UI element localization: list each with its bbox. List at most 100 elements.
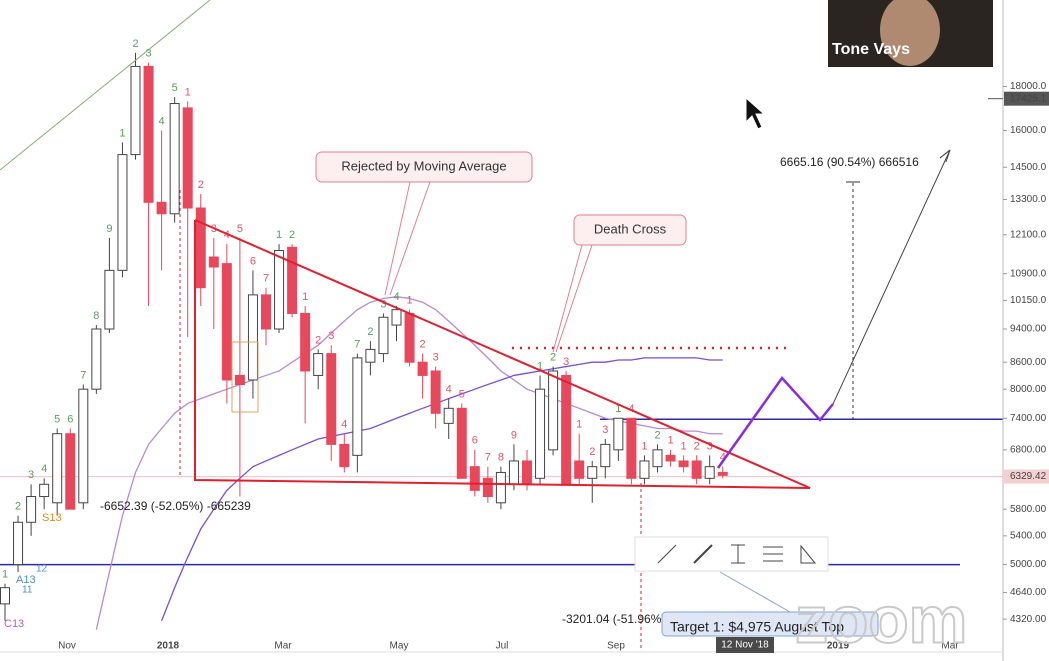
x-tick-label: Mar: [941, 641, 959, 652]
y-tick-label: 8600.00: [1010, 357, 1047, 368]
td-count: 9: [106, 223, 112, 235]
td-count: 9: [511, 429, 517, 441]
td-count: 1: [537, 360, 543, 372]
candle-body: [261, 294, 271, 330]
y-tick-label: 10900.0: [1010, 268, 1047, 279]
candle-body: [665, 454, 676, 462]
td-count: 4: [159, 115, 165, 127]
y-tick-label: 6800.00: [1010, 444, 1047, 455]
y-tick-label: 4640.00: [1010, 587, 1047, 598]
y-tick-label: 5400.00: [1010, 530, 1047, 541]
candle-body: [234, 374, 245, 386]
marker: 11: [22, 585, 33, 596]
y-tick-label: 9400.00: [1010, 324, 1047, 335]
candle-body: [339, 443, 350, 468]
y-tick-label: 18000.0: [1010, 81, 1047, 92]
x-tick-label: Jul: [496, 641, 509, 652]
arrow-head: [945, 149, 951, 163]
y-tick-label: 5000.00: [1010, 559, 1047, 570]
candle-body: [587, 466, 598, 479]
candle-body: [378, 316, 389, 355]
tool-arrow[interactable]: [693, 544, 713, 564]
marker: S13: [42, 512, 62, 524]
candle-body: [326, 353, 337, 445]
y-tick-label: 10150.0: [1010, 295, 1047, 306]
candle-body: [26, 496, 37, 523]
moving-average: [160, 357, 723, 622]
td-count: 2: [15, 501, 21, 513]
candle-body: [600, 443, 611, 468]
candle-body: [522, 460, 532, 485]
candle-body: [613, 417, 624, 451]
td-count: 1: [119, 127, 125, 139]
cursor-date-badge: [716, 637, 774, 653]
candle-body: [548, 370, 559, 451]
td-count: 3: [563, 356, 569, 368]
candle-body: [182, 107, 193, 209]
tool-pattern[interactable]: [800, 544, 817, 564]
td-count: 2: [654, 429, 660, 441]
candle-body: [482, 477, 493, 498]
td-count: 2: [550, 351, 556, 363]
y-tick-label: 16000.0: [1010, 125, 1047, 136]
marker: C13: [4, 618, 24, 630]
trend-line: [0, 0, 211, 171]
drawing-toolbar: [634, 536, 829, 572]
candle-body: [0, 587, 10, 605]
td-count: 2: [132, 38, 138, 50]
candle-body: [717, 471, 728, 476]
td-count: 5: [172, 82, 178, 94]
callout-box: [573, 214, 687, 246]
td-count: 1: [576, 419, 582, 431]
candle-body: [169, 103, 180, 215]
td-count: 6: [250, 255, 256, 267]
td-count: 2: [367, 326, 373, 338]
axes: 18000.0 16000.0 14500.0 13300.0 12100.0 10900…: [58, 81, 1049, 653]
td-count: 5: [459, 388, 465, 400]
tool-line[interactable]: [657, 544, 677, 564]
callout-pointer: [384, 181, 411, 296]
price-badge: [1004, 469, 1049, 484]
video-person: [880, 0, 940, 66]
candle-body: [208, 256, 219, 268]
cursor-date: 12 Nov '18: [721, 640, 769, 651]
td-count: 1: [681, 440, 687, 452]
cursor: [745, 96, 766, 130]
candle-body: [52, 433, 63, 504]
y-tick-label: 8000.00: [1010, 384, 1047, 395]
measure-label: -6652.39 (-52.05%) -665239: [100, 499, 251, 513]
candle-body: [495, 471, 506, 504]
candle-body: [247, 294, 258, 381]
price-badge-label: 6329.42: [1010, 471, 1047, 482]
candle-body: [704, 466, 715, 479]
td-count: 1: [2, 569, 8, 581]
watermark: zoom: [795, 582, 967, 656]
td-count: 1: [406, 295, 412, 307]
tool-fib[interactable]: [763, 546, 783, 562]
price-badge-label: 17425.1: [1010, 93, 1047, 104]
price-badge: [1004, 91, 1049, 106]
td-count: 4: [341, 419, 347, 431]
highlight-box: [231, 341, 259, 413]
target-label: Target 1: $4,975 August Top: [670, 619, 844, 635]
td-count: 7: [485, 452, 491, 464]
tool-measure[interactable]: [731, 544, 745, 564]
td-count: 1: [615, 403, 621, 415]
x-tick-label: Mar: [274, 641, 292, 652]
candle-body: [404, 312, 415, 363]
y-tick-label: 12100.0: [1010, 229, 1047, 240]
x-tick-label: 2018: [157, 641, 180, 652]
target-pointer: [719, 571, 791, 613]
td-count: 4: [41, 463, 47, 475]
candle-body: [104, 269, 115, 330]
toolbar-bg: [634, 536, 829, 572]
candle-body: [365, 348, 376, 363]
candle-body: [652, 449, 663, 468]
td-count: 4: [224, 229, 230, 241]
candle-body: [143, 65, 154, 203]
candle-body: [13, 521, 24, 566]
projection-path: [716, 376, 834, 469]
td-count: 4: [446, 384, 452, 396]
target-box: [661, 611, 879, 637]
